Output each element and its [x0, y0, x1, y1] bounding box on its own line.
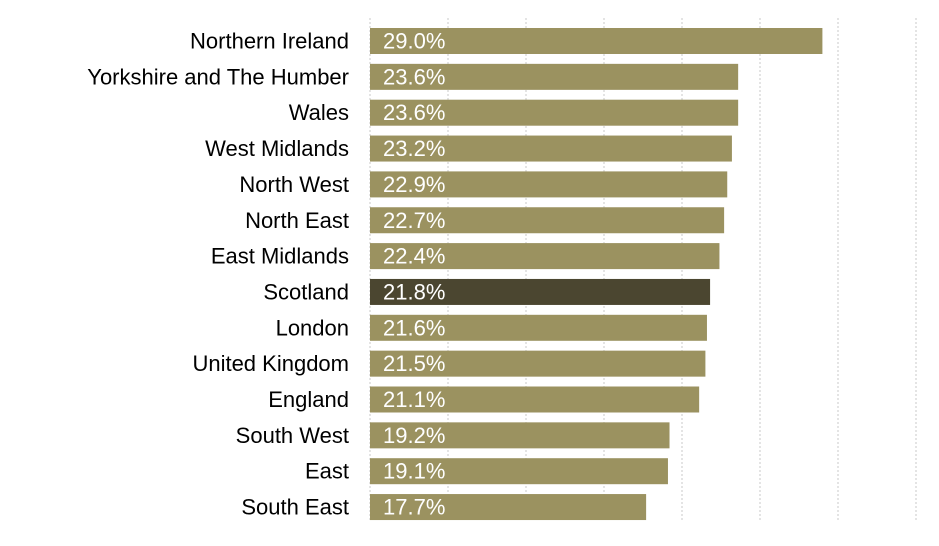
data-label: 29.0% — [383, 29, 445, 54]
category-label: London — [276, 315, 349, 340]
bar-wales — [370, 99, 739, 126]
data-label: 22.4% — [383, 244, 445, 269]
data-label: 19.1% — [383, 459, 445, 484]
category-label: South West — [236, 423, 349, 448]
category-label: Yorkshire and The Humber — [87, 64, 349, 89]
data-label: 23.2% — [383, 136, 445, 161]
bar-west-midlands — [370, 135, 732, 162]
bar-united-kingdom — [370, 350, 706, 377]
bar-london — [370, 314, 707, 341]
bars — [370, 28, 823, 521]
category-label: North East — [245, 208, 349, 233]
bar-north-east — [370, 207, 725, 234]
category-label: Northern Ireland — [190, 29, 349, 54]
bar-scotland — [370, 278, 711, 305]
bar-east-midlands — [370, 243, 720, 270]
bar-northern-ireland — [370, 28, 823, 54]
bar-yorkshire-and-the-humber — [370, 63, 739, 90]
data-label: 21.1% — [383, 387, 445, 412]
data-label: 19.2% — [383, 423, 445, 448]
category-label: South East — [241, 495, 349, 520]
data-label: 22.9% — [383, 172, 445, 197]
data-label: 21.5% — [383, 351, 445, 376]
bar-england — [370, 386, 700, 413]
bar-south-east — [370, 494, 647, 521]
category-labels: Northern Ireland Yorkshire and The Humber… — [87, 29, 349, 520]
data-label: 23.6% — [383, 100, 445, 125]
bar-north-west — [370, 171, 728, 198]
bar-east — [370, 458, 668, 485]
bar-south-west — [370, 422, 670, 449]
category-label: Scotland — [263, 279, 349, 304]
data-label: 22.7% — [383, 208, 445, 233]
category-label: East — [305, 459, 349, 484]
category-label: United Kingdom — [192, 351, 349, 376]
category-label: Wales — [289, 100, 349, 125]
category-label: North West — [239, 172, 349, 197]
data-labels: 29.0% 23.6% 23.6% 23.2% 22.9% 22.7% 22.4% 21.8%… — [383, 29, 445, 520]
data-label: 21.8% — [383, 279, 445, 304]
category-label: East Midlands — [211, 244, 349, 269]
data-label: 23.6% — [383, 64, 445, 89]
data-label: 17.7% — [383, 495, 445, 520]
data-label: 21.6% — [383, 315, 445, 340]
category-label: West Midlands — [205, 136, 349, 161]
category-label: England — [268, 387, 349, 412]
